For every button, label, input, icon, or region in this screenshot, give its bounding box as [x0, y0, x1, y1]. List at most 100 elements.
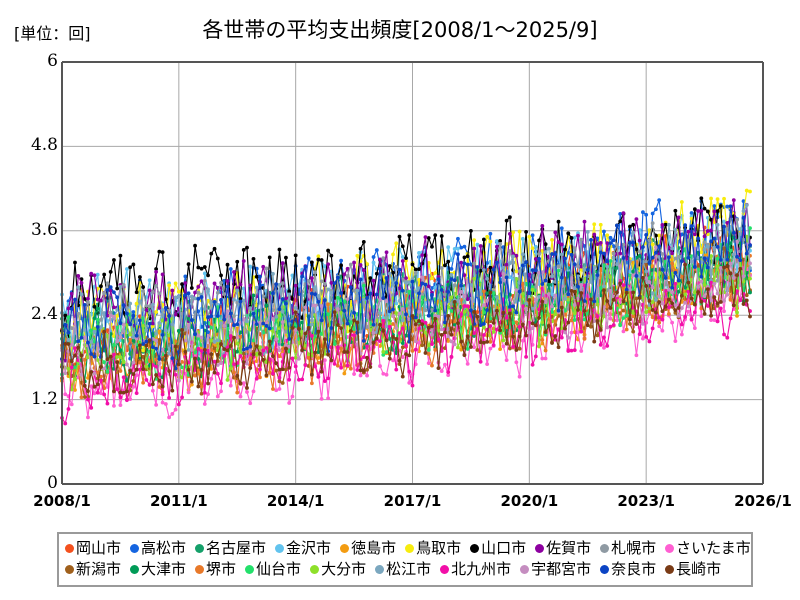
legend-item-高松市[interactable]: 高松市: [130, 541, 186, 556]
series-marker: [228, 267, 233, 271]
legend-item-新潟市[interactable]: 新潟市: [65, 562, 121, 577]
x-tick-label: 2011/1: [149, 492, 208, 510]
series-marker: [530, 233, 535, 238]
series-marker: [371, 255, 376, 259]
legend-marker-icon: [375, 565, 385, 574]
series-marker: [679, 232, 684, 237]
series-group: [60, 188, 752, 426]
series-marker: [306, 256, 311, 261]
legend-item-仙台市[interactable]: 仙台市: [245, 562, 301, 577]
series-marker: [741, 199, 746, 203]
x-tick-label: 2014/1: [266, 492, 325, 510]
legend-label: 仙台市: [256, 560, 302, 578]
legend: 岡山市 高松市 名古屋市 金沢市 徳島市 鳥取市 山口市 佐賀市 札幌市 さいたま市 新潟市 大津市…: [57, 532, 753, 587]
legend-marker-icon: [600, 565, 610, 574]
legend-marker-icon: [130, 565, 140, 574]
line-chart-svg: [60, 61, 764, 485]
legend-marker-icon: [665, 565, 675, 574]
series-marker: [608, 235, 613, 240]
legend-label: 宇都宮市: [531, 560, 592, 578]
legend-marker-icon: [130, 544, 140, 553]
legend-marker-icon: [65, 565, 74, 574]
series-marker: [654, 207, 658, 212]
legend-item-岡山市[interactable]: 岡山市: [65, 541, 121, 556]
series-marker: [183, 274, 188, 279]
legend-label: 大津市: [141, 560, 187, 578]
series-marker: [423, 275, 428, 280]
legend-item-鳥取市[interactable]: 鳥取市: [405, 541, 461, 556]
legend-marker-icon: [245, 565, 255, 574]
legend-label: 岡山市: [76, 539, 122, 557]
legend-item-長崎市[interactable]: 長崎市: [665, 562, 721, 577]
series-marker: [488, 231, 493, 236]
series-marker: [459, 245, 464, 250]
legend-label: 長崎市: [676, 560, 722, 578]
series-marker: [105, 328, 110, 333]
legend-item-大津市[interactable]: 大津市: [130, 562, 186, 577]
legend-label: 北九州市: [451, 560, 512, 578]
series-marker: [456, 236, 460, 241]
x-tick-label: 2017/1: [383, 492, 442, 510]
legend-item-松江市[interactable]: 松江市: [375, 562, 431, 577]
legend-item-宇都宮市[interactable]: 宇都宮市: [520, 562, 591, 577]
legend-marker-icon: [310, 565, 320, 574]
series-marker: [449, 267, 454, 271]
legend-marker-icon: [520, 565, 530, 574]
series-marker: [475, 310, 480, 314]
legend-item-名古屋市[interactable]: 名古屋市: [195, 541, 266, 556]
legend-item-山口市[interactable]: 山口市: [470, 541, 526, 556]
legend-label: さいたま市: [676, 539, 751, 557]
legend-item-金沢市[interactable]: 金沢市: [275, 541, 331, 556]
series-marker: [641, 210, 645, 215]
legend-marker-icon: [340, 544, 350, 553]
legend-item-奈良市[interactable]: 奈良市: [600, 562, 656, 577]
series-marker: [501, 245, 506, 250]
legend-marker-icon: [65, 544, 74, 553]
legend-label: 徳島市: [351, 539, 397, 557]
legend-marker-icon: [405, 544, 415, 553]
series-marker: [374, 248, 379, 252]
x-tick-label: 2026/1: [734, 492, 792, 510]
legend-item-佐賀市[interactable]: 佐賀市: [535, 541, 591, 556]
series-marker: [485, 261, 490, 265]
legend-item-さいたま市[interactable]: さいたま市: [665, 541, 751, 556]
series-marker: [644, 212, 649, 217]
legend-row-2: 新潟市 大津市 堺市 仙台市 大分市 松江市 北九州市 宇都宮市 奈良市 長崎市: [65, 559, 745, 580]
legend-row-1: 岡山市 高松市 名古屋市 金沢市 徳島市 鳥取市 山口市 佐賀市 札幌市 さいたま市: [65, 538, 751, 559]
series-marker: [618, 212, 623, 216]
legend-item-堺市[interactable]: 堺市: [195, 562, 236, 577]
x-tick-label: 2020/1: [500, 492, 559, 510]
unit-label: [単位：回]: [14, 24, 91, 43]
legend-marker-icon: [195, 565, 205, 574]
legend-label: 大分市: [321, 560, 367, 578]
legend-marker-icon: [470, 544, 480, 553]
series-marker: [689, 211, 694, 215]
series-marker: [566, 250, 571, 255]
legend-label: 堺市: [206, 560, 237, 578]
legend-item-大分市[interactable]: 大分市: [310, 562, 366, 577]
legend-marker-icon: [535, 544, 545, 553]
series-marker: [559, 226, 564, 231]
legend-label: 鳥取市: [416, 539, 462, 557]
legend-marker-icon: [275, 544, 285, 553]
series-marker: [339, 258, 343, 263]
x-axis-ticks: 2008/1 2011/1 2014/1 2017/1 2020/1 2023/1 2026…: [33, 492, 792, 510]
legend-item-札幌市[interactable]: 札幌市: [600, 541, 656, 556]
legend-label: 奈良市: [611, 560, 657, 578]
page-title: 各世帯の平均支出頻度[2008/1〜2025/9]: [202, 18, 598, 42]
legend-item-徳島市[interactable]: 徳島市: [340, 541, 396, 556]
legend-label: 札幌市: [611, 539, 657, 557]
series-marker: [602, 229, 606, 234]
legend-marker-icon: [600, 544, 610, 553]
x-tick-label: 2023/1: [617, 492, 675, 510]
legend-item-北九州市[interactable]: 北九州市: [440, 562, 511, 577]
series-marker: [469, 262, 473, 267]
legend-label: 佐賀市: [546, 539, 592, 557]
legend-label: 山口市: [481, 539, 527, 557]
legend-marker-icon: [665, 544, 675, 553]
series-marker: [462, 244, 467, 249]
legend-label: 松江市: [386, 560, 432, 578]
legend-label: 名古屋市: [206, 539, 267, 557]
legend-marker-icon: [440, 565, 450, 574]
